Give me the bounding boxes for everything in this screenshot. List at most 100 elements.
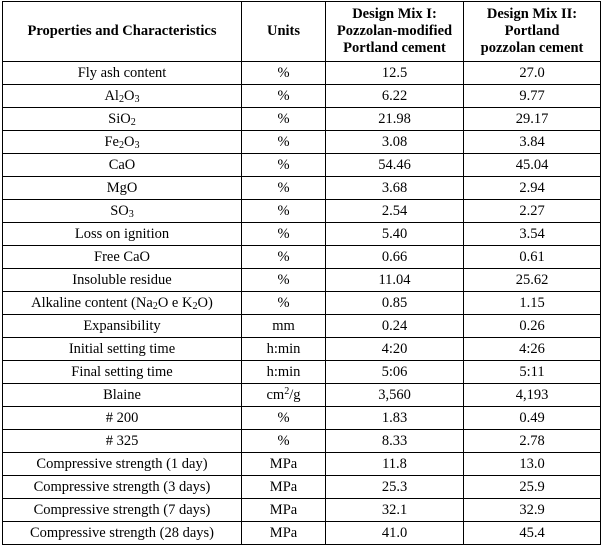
property-cell: Al2O3 <box>2 84 242 108</box>
unit-cell: cm2/g <box>241 383 326 407</box>
mix1-value-cell: 3,560 <box>325 383 464 407</box>
header-units: Units <box>241 1 326 62</box>
mix1-value-cell: 12.5 <box>325 61 464 85</box>
unit-cell: % <box>241 199 326 223</box>
unit-cell: h:min <box>241 337 326 361</box>
mix2-value-cell: 0.26 <box>463 314 601 338</box>
mix2-value-cell: 25.9 <box>463 475 601 499</box>
mix1-value-cell: 4:20 <box>325 337 464 361</box>
mix2-value-cell: 3.54 <box>463 222 601 246</box>
property-cell: Fe2O3 <box>2 130 242 154</box>
header-mix2-line: Portland <box>504 23 560 39</box>
table-row: Al2O3% 6.22 9.77 <box>2 84 601 108</box>
mix2-value-cell: 4,193 <box>463 383 601 407</box>
table-row: Compressive strength (3 days) MPa 25.3 25.9 <box>2 475 601 499</box>
mix1-value-cell: 25.3 <box>325 475 464 499</box>
property-cell: Fly ash content <box>2 61 242 85</box>
unit-cell: % <box>241 84 326 108</box>
mix2-value-cell: 45.4 <box>463 521 601 545</box>
mix1-value-cell: 41.0 <box>325 521 464 545</box>
table-row: SO3% 2.54 2.27 <box>2 199 601 223</box>
property-cell: Compressive strength (3 days) <box>2 475 242 499</box>
unit-cell: % <box>241 176 326 200</box>
unit-cell: MPa <box>241 475 326 499</box>
mix1-value-cell: 11.04 <box>325 268 464 292</box>
mix1-value-cell: 54.46 <box>325 153 464 177</box>
mix2-value-cell: 2.94 <box>463 176 601 200</box>
unit-cell: MPa <box>241 521 326 545</box>
mix1-value-cell: 6.22 <box>325 84 464 108</box>
mix1-value-cell: 32.1 <box>325 498 464 522</box>
table-row: Compressive strength (7 days) MPa 32.1 32.9 <box>2 498 601 522</box>
header-mix2-line: pozzolan cement <box>480 40 584 56</box>
mix2-value-cell: 2.27 <box>463 199 601 223</box>
header-properties: Properties and Characteristics <box>2 1 242 62</box>
header-row: Properties and Characteristics Units Des… <box>2 1 601 62</box>
property-cell: MgO <box>2 176 242 200</box>
header-mix1-line: Design Mix I: <box>352 6 437 22</box>
table-row: Compressive strength (1 day) MPa 11.8 13.0 <box>2 452 601 476</box>
unit-cell: % <box>241 61 326 85</box>
unit-cell: % <box>241 268 326 292</box>
table-row: Insoluble residue% 11.04 25.62 <box>2 268 601 292</box>
property-cell: SO3 <box>2 199 242 223</box>
property-cell: SiO2 <box>2 107 242 131</box>
unit-cell: % <box>241 107 326 131</box>
mix2-value-cell: 5:11 <box>463 360 601 384</box>
header-design-mix-2: Design Mix II: Portland pozzolan cement <box>463 1 601 62</box>
unit-cell: % <box>241 406 326 430</box>
mix1-value-cell: 5.40 <box>325 222 464 246</box>
table-row: Initial setting time h:min 4:20 4:26 <box>2 337 601 361</box>
table-row: Blaine cm2/g 3,560 4,193 <box>2 383 601 407</box>
property-cell: # 200 <box>2 406 242 430</box>
mix2-value-cell: 1.15 <box>463 291 601 315</box>
mix2-value-cell: 3.84 <box>463 130 601 154</box>
mix2-value-cell: 25.62 <box>463 268 601 292</box>
table-row: # 325% 8.33 2.78 <box>2 429 601 453</box>
property-cell: CaO <box>2 153 242 177</box>
property-cell: Blaine <box>2 383 242 407</box>
property-cell: Compressive strength (28 days) <box>2 521 242 545</box>
mix2-value-cell: 4:26 <box>463 337 601 361</box>
property-cell: # 325 <box>2 429 242 453</box>
mix2-value-cell: 27.0 <box>463 61 601 85</box>
header-mix1-line: Portland cement <box>343 40 446 56</box>
mix1-value-cell: 21.98 <box>325 107 464 131</box>
mix1-value-cell: 3.08 <box>325 130 464 154</box>
property-cell: Final setting time <box>2 360 242 384</box>
mix1-value-cell: 0.66 <box>325 245 464 269</box>
unit-cell: % <box>241 222 326 246</box>
unit-cell: h:min <box>241 360 326 384</box>
mix2-value-cell: 29.17 <box>463 107 601 131</box>
table-row: SiO2% 21.98 29.17 <box>2 107 601 131</box>
unit-cell: % <box>241 245 326 269</box>
header-mix1-line: Pozzolan-modified <box>336 23 453 39</box>
mix2-value-cell: 13.0 <box>463 452 601 476</box>
unit-cell: MPa <box>241 452 326 476</box>
mix2-value-cell: 45.04 <box>463 153 601 177</box>
table-row: Expansibility mm 0.24 0.26 <box>2 314 601 338</box>
header-design-mix-1: Design Mix I: Pozzolan-modified Portland… <box>325 1 464 62</box>
property-cell: Loss on ignition <box>2 222 242 246</box>
table-row: Free CaO% 0.66 0.61 <box>2 245 601 269</box>
unit-cell: % <box>241 429 326 453</box>
table-row: Loss on ignition% 5.40 3.54 <box>2 222 601 246</box>
mix1-value-cell: 8.33 <box>325 429 464 453</box>
property-cell: Compressive strength (1 day) <box>2 452 242 476</box>
property-cell: Alkaline content (Na2O e K2O) <box>2 291 242 315</box>
mix2-value-cell: 0.61 <box>463 245 601 269</box>
mix2-value-cell: 0.49 <box>463 406 601 430</box>
mix1-value-cell: 2.54 <box>325 199 464 223</box>
mix2-value-cell: 2.78 <box>463 429 601 453</box>
table-row: Alkaline content (Na2O e K2O)% 0.85 1.15 <box>2 291 601 315</box>
mix1-value-cell: 3.68 <box>325 176 464 200</box>
mix1-value-cell: 0.85 <box>325 291 464 315</box>
unit-cell: % <box>241 153 326 177</box>
table-row: Compressive strength (28 days) MPa 41.0 45.… <box>2 521 601 545</box>
property-cell: Initial setting time <box>2 337 242 361</box>
mix1-value-cell: 11.8 <box>325 452 464 476</box>
table-row: Fly ash content% 12.5 27.0 <box>2 61 601 85</box>
mix1-value-cell: 1.83 <box>325 406 464 430</box>
table-row: MgO% 3.68 2.94 <box>2 176 601 200</box>
